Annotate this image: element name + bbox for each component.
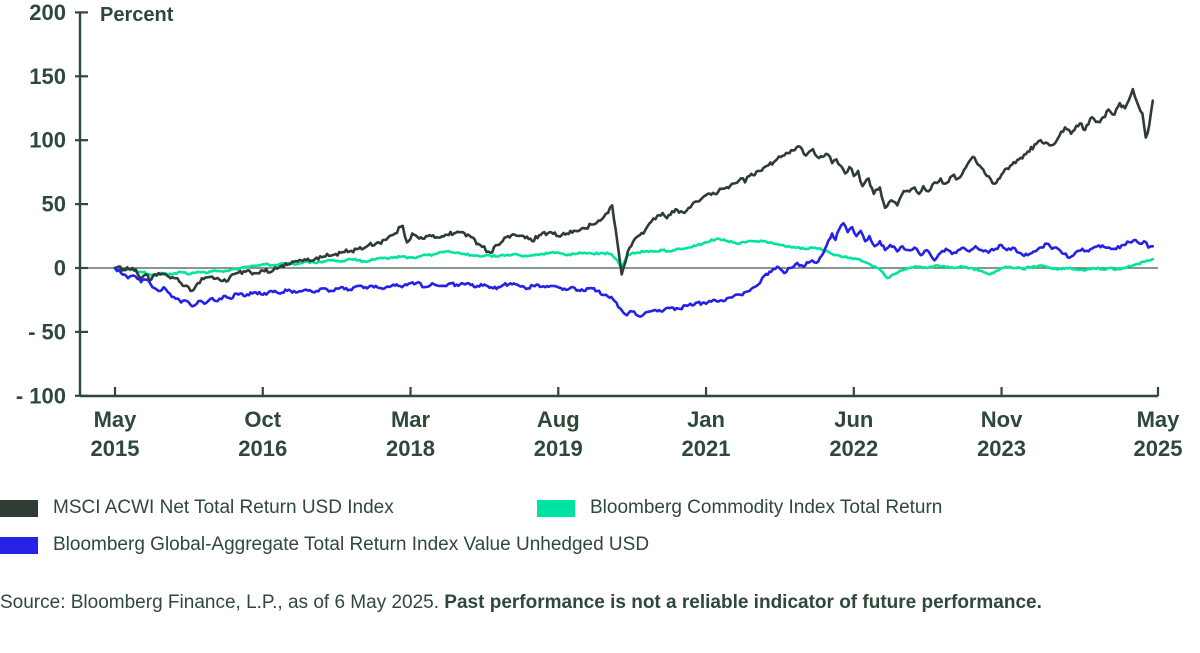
y-tick-label: 0	[54, 256, 66, 281]
series-msci-line	[113, 87, 1155, 293]
legend-label-msci: MSCI ACWI Net Total Return USD Index	[53, 497, 394, 518]
chart-legend: MSCI ACWI Net Total Return USD Index Blo…	[0, 497, 1200, 556]
source-disclaimer-text: Past performance is not a reliable indic…	[444, 592, 1042, 613]
axes	[78, 12, 1158, 398]
legend-item-msci: MSCI ACWI Net Total Return USD Index	[0, 497, 537, 519]
global-agg-color-swatch	[0, 536, 38, 554]
legend-label-commodity: Bloomberg Commodity Index Total Return	[590, 497, 943, 518]
x-tick-year-label: 2025	[1134, 436, 1183, 461]
legend-item-global-agg: Bloomberg Global-Aggregate Total Return …	[0, 534, 649, 556]
legend-row-1: MSCI ACWI Net Total Return USD Index Blo…	[0, 497, 1200, 519]
y-axis-title: Percent	[100, 4, 174, 26]
legend-label-global-agg: Bloomberg Global-Aggregate Total Return …	[53, 534, 650, 555]
x-tick-month-label: Jan	[687, 407, 725, 432]
x-tick-month-label: Aug	[537, 407, 580, 432]
x-tick-month-label: May	[94, 407, 138, 432]
y-tick-label: - 50	[28, 319, 66, 344]
x-tick-month-label: Jun	[834, 407, 873, 432]
x-tick-year-label: 2023	[977, 436, 1026, 461]
line-chart: 200 150 100 50 0 - 50 - 100 Percent May 2015 Oct 20…	[16, 0, 1183, 461]
x-tick-month-label: Oct	[244, 407, 281, 432]
x-tick-year-label: 2022	[829, 436, 878, 461]
x-tick-month-label: Mar	[391, 407, 431, 432]
commodity-color-swatch	[537, 499, 575, 517]
y-tick-label: - 100	[16, 383, 66, 408]
legend-item-commodity: Bloomberg Commodity Index Total Return	[537, 497, 942, 519]
source-note: Source: Bloomberg Finance, L.P., as of 6…	[0, 590, 1150, 617]
legend-row-2: Bloomberg Global-Aggregate Total Return …	[0, 534, 1200, 556]
y-tick-label: 200	[29, 0, 66, 25]
x-tick-month-label: May	[1137, 407, 1181, 432]
y-tick-label: 100	[29, 128, 66, 153]
y-tick-label: 150	[29, 64, 66, 89]
x-tick-year-label: 2021	[682, 436, 731, 461]
y-tick-label: 50	[42, 192, 66, 217]
x-tick-year-label: 2016	[238, 436, 287, 461]
series-global-agg-line	[113, 222, 1155, 318]
series-commodity-line	[113, 237, 1155, 280]
source-text: Source: Bloomberg Finance, L.P., as of 6…	[0, 592, 445, 613]
x-tick-year-label: 2018	[386, 436, 435, 461]
msci-color-swatch	[0, 499, 38, 517]
x-tick-year-label: 2019	[534, 436, 583, 461]
x-tick-month-label: Nov	[981, 407, 1023, 432]
x-tick-year-label: 2015	[91, 436, 140, 461]
